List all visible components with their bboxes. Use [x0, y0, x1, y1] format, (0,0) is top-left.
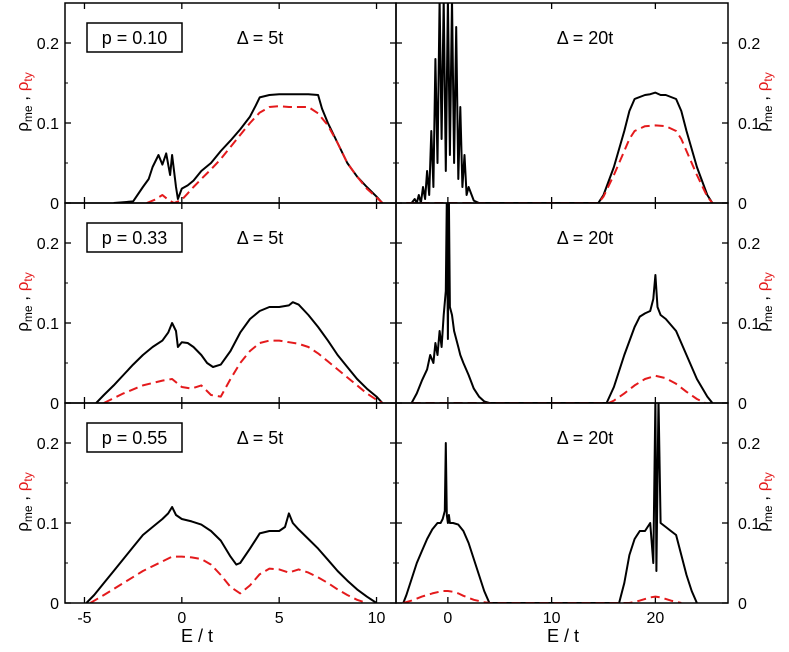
p-label: p = 0.55	[102, 428, 168, 448]
delta-label: Δ = 20t	[557, 428, 614, 448]
y-tick-label: 0.1	[37, 516, 59, 533]
y-tick-label: 0.1	[738, 316, 760, 333]
x-tick-label: 0	[177, 610, 186, 627]
panel-3: 0 0.1 0.2 p = 0.33 Δ = 5t	[37, 202, 397, 413]
series-line-measured	[113, 93, 384, 203]
y-tick-label: 0.1	[37, 116, 59, 133]
ylabel-left-text: ρme , ρty	[13, 472, 35, 532]
y-tick-label: 0	[50, 196, 59, 213]
x-tick-label: 0	[443, 610, 452, 627]
series-line-theory	[89, 555, 368, 603]
series-line-theory	[411, 374, 706, 403]
ylabel-left-row-3: ρme , ρty	[13, 472, 35, 532]
xlabel-right: E / t	[547, 626, 579, 646]
ylabel-left-text: ρme , ρty	[13, 72, 35, 132]
x-tick-label: 10	[368, 610, 386, 627]
x-tick-label: 20	[646, 610, 664, 627]
panel-5: 0 0.1 0.2 -5 0 5 10 p = 0.55 Δ = 5t	[37, 402, 397, 627]
delta-label: Δ = 20t	[557, 28, 614, 48]
y-tick-label: 0.2	[738, 236, 760, 253]
series-line-theory	[146, 105, 384, 203]
x-tick-label: -5	[77, 610, 91, 627]
y-tick-label: 0.1	[738, 116, 760, 133]
series-line-measured	[85, 506, 378, 603]
ylabel-left-text: ρme , ρty	[13, 272, 35, 332]
y-tick-label: 0.1	[37, 316, 59, 333]
p-label-box	[86, 222, 183, 253]
delta-label: Δ = 5t	[237, 28, 284, 48]
x-tick-label: 5	[275, 610, 284, 627]
series-line-measured	[410, 203, 714, 403]
series-line-measured	[95, 301, 384, 403]
series-line-measured	[402, 403, 698, 603]
ylabel-left-row-1: ρme , ρty	[13, 72, 35, 132]
x-tick-label: 10	[543, 610, 561, 627]
y-tick-label: 0.2	[738, 436, 760, 453]
p-label-box	[86, 22, 183, 53]
y-tick-label: 0.1	[738, 516, 760, 533]
series-line-measured	[406, 3, 714, 203]
delta-label: Δ = 5t	[237, 228, 284, 248]
y-tick-label: 0.2	[37, 236, 59, 253]
ylabel-right-row-3: ρme , ρty	[753, 472, 775, 532]
panel-6: 0 0.1 0.2 0 10 20 Δ = 20t	[395, 402, 760, 627]
ylabel-right-text: ρme , ρty	[753, 472, 775, 532]
ylabel-right-row-2: ρme , ρty	[753, 272, 775, 332]
y-tick-label: 0.2	[738, 36, 760, 53]
y-tick-label: 0	[50, 396, 59, 413]
p-label: p = 0.33	[102, 228, 168, 248]
panel-1: 0 0.1 0.2 p = 0.10 Δ = 5t	[37, 2, 397, 213]
y-tick-label: 0	[738, 396, 747, 413]
p-label: p = 0.10	[102, 28, 168, 48]
delta-label: Δ = 5t	[237, 428, 284, 448]
ylabel-right-text: ρme , ρty	[753, 72, 775, 132]
y-tick-label: 0	[50, 596, 59, 613]
y-tick-label: 0	[738, 196, 747, 213]
ylabel-right-row-1: ρme , ρty	[753, 72, 775, 132]
xlabel-left: E / t	[181, 626, 213, 646]
ylabel-right-text: ρme , ρty	[753, 272, 775, 332]
y-tick-label: 0	[738, 596, 747, 613]
panel-2: 0 0.1 0.2 Δ = 20t	[395, 2, 760, 213]
panel-4: 0 0.1 0.2 Δ = 20t	[395, 202, 760, 413]
panel-frame	[395, 402, 729, 604]
ylabel-left-row-2: ρme , ρty	[13, 272, 35, 332]
delta-label: Δ = 20t	[557, 228, 614, 248]
series-line-theory	[103, 339, 383, 403]
y-tick-label: 0.2	[37, 36, 59, 53]
series-line-theory	[403, 590, 682, 603]
series-line-theory	[406, 124, 714, 203]
p-label-box	[86, 422, 183, 453]
y-tick-label: 0.2	[37, 436, 59, 453]
